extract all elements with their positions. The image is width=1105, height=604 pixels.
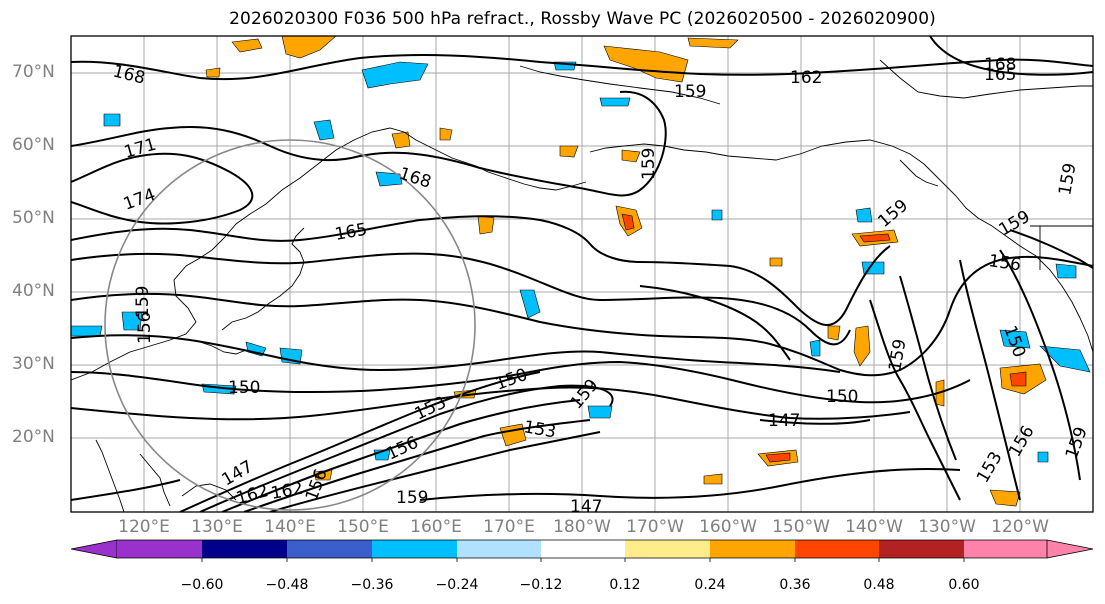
- lon-label: 170°E: [483, 517, 535, 537]
- lat-label: 40°N: [12, 281, 55, 301]
- contour-label: 168: [396, 164, 433, 193]
- contour-label: 156: [302, 466, 332, 503]
- contour-label: 174: [121, 185, 158, 215]
- reference-circle: [104, 139, 476, 511]
- colorbar-tick-label: 0.60: [948, 577, 980, 593]
- contour-label: 150: [826, 387, 858, 407]
- coastlines: [71, 59, 1093, 512]
- contour-label: 159: [133, 286, 153, 318]
- contour-label: 159: [996, 207, 1034, 241]
- contour-label: 165: [984, 65, 1016, 85]
- colorbar-over-arrow: [1046, 539, 1094, 559]
- lon-label: 160°W: [699, 517, 757, 537]
- contour-label: 159: [885, 337, 910, 372]
- colorbar-tick-label: −0.24: [435, 577, 479, 593]
- lon-label: 160°E: [410, 517, 462, 537]
- contour-label: 156: [1005, 422, 1039, 460]
- contour-label: 165: [333, 220, 368, 245]
- colorbar-bin: [202, 540, 287, 558]
- lon-label: 150°W: [772, 517, 830, 537]
- contour-label: 168: [984, 55, 1016, 75]
- colorbar-tick-label: −0.36: [350, 577, 394, 593]
- lon-label: 140°E: [264, 517, 316, 537]
- gridlines: [71, 36, 1093, 512]
- contour-label: 159: [639, 148, 659, 180]
- map-title: 2026020300 F036 500 hPa refract., Rossby…: [229, 9, 936, 29]
- lon-label: 150°E: [337, 517, 389, 537]
- lon-label: 130°W: [918, 517, 976, 537]
- contour-label: 150: [228, 378, 260, 398]
- contour-label: 153: [973, 448, 1007, 486]
- contour-label: 147: [570, 497, 602, 517]
- colorbar-bin: [287, 540, 372, 558]
- colorbar-bin: [879, 540, 964, 558]
- lat-label: 60°N: [12, 135, 55, 155]
- lon-label: 140°W: [845, 517, 903, 537]
- lat-label: 30°N: [12, 354, 55, 374]
- lon-label: 120°E: [118, 517, 170, 537]
- contour-label: 159: [1062, 424, 1092, 461]
- contour-label: 159: [874, 196, 912, 232]
- colorbar-tick-label: −0.12: [519, 577, 563, 593]
- lon-label: 130°E: [191, 517, 243, 537]
- contour-label: 162: [269, 479, 304, 504]
- contour-label: 153: [522, 417, 557, 442]
- lon-label: 170°W: [626, 517, 684, 537]
- contour-label: 162: [790, 68, 822, 88]
- contour-label: 156: [135, 312, 155, 344]
- contour-lines: [71, 36, 1093, 512]
- colorbar-bin: [117, 540, 202, 558]
- colorbar-under-arrow: [70, 539, 118, 559]
- lon-label: 180°W: [553, 517, 611, 537]
- colorbar-bin: [541, 540, 625, 558]
- contour-label: 159: [396, 488, 428, 508]
- colorbar-tick-label: −0.48: [265, 577, 309, 593]
- contour-label: 159: [1055, 161, 1080, 196]
- contour-label: 156: [987, 251, 1022, 275]
- colorbar-bin: [625, 540, 710, 558]
- lon-label: 120°W: [991, 517, 1049, 537]
- colorbar-bin: [372, 540, 457, 558]
- contour-label: 168: [111, 61, 147, 88]
- map-frame: [70, 35, 1094, 513]
- lat-label: 70°N: [12, 62, 55, 82]
- lat-label: 50°N: [12, 208, 55, 228]
- colorbar-bin: [795, 540, 879, 558]
- colorbar: [70, 539, 1094, 562]
- contour-label-group: 168 171 174 168 165 162 159 159 168 165 …: [111, 55, 1092, 517]
- contour-label: 171: [122, 135, 159, 163]
- contour-label: 150: [999, 323, 1029, 360]
- colorbar-bin: [710, 540, 795, 558]
- contour-label: 159: [674, 82, 706, 102]
- lat-label: 20°N: [12, 427, 55, 447]
- colorbar-tick-label: 0.12: [609, 577, 641, 593]
- colorbar-tick-label: 0.36: [779, 577, 811, 593]
- contour-label: 147: [768, 411, 800, 431]
- colorbar-bin: [457, 540, 541, 558]
- colorbar-tick-label: −0.60: [180, 577, 224, 593]
- colorbar-tick-label: 0.24: [694, 577, 726, 593]
- colorbar-tick-label: 0.48: [863, 577, 895, 593]
- colorbar-bin: [964, 540, 1047, 558]
